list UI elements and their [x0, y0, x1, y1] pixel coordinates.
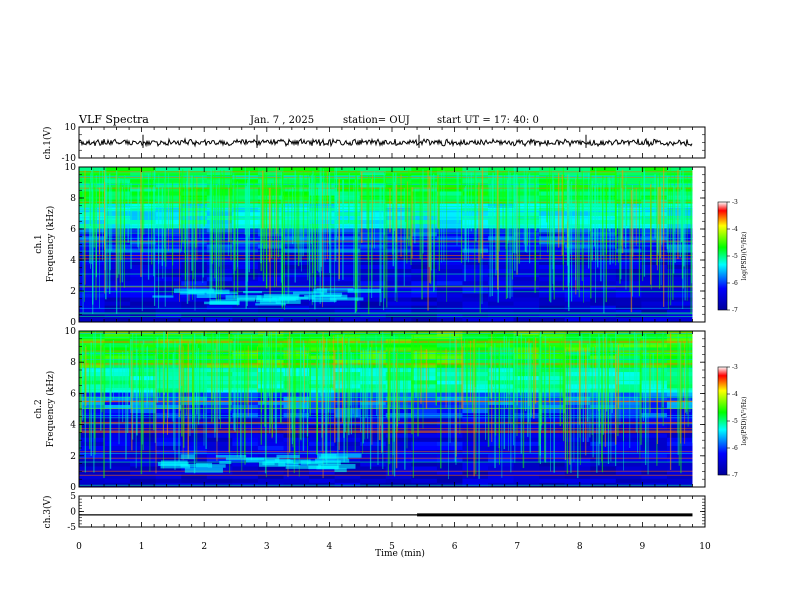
x-tick-label: 6	[452, 542, 458, 552]
ch2-spectrogram-ytick: 6	[70, 389, 76, 399]
ch2-spectrogram-ytick: 8	[70, 358, 76, 368]
ch2-spectrogram-ytick: 4	[70, 421, 76, 431]
date-label: Jan. 7 , 2025	[249, 115, 314, 126]
x-tick-label: 10	[699, 542, 711, 552]
x-tick-label: 4	[327, 542, 333, 552]
colorbar-tick: -6	[732, 280, 738, 287]
ch1-waveform-ytick: -10	[62, 154, 77, 164]
x-tick-label: 5	[389, 542, 395, 552]
ch1-colorbar: -3 -4 -5 -6 -7 log(PSD)(V²/Hz)	[717, 199, 748, 314]
ch2-spectrogram-ytick: 2	[70, 452, 76, 462]
ch1-spectrogram-ytick: 8	[70, 194, 76, 204]
x-tick-label: 0	[76, 542, 82, 552]
ch1-spectrogram-ylabel: ch.1 Frequency (kHz)	[34, 206, 56, 283]
x-tick-label: 3	[264, 542, 270, 552]
ch1-spectrogram-ytick: 4	[70, 256, 76, 266]
figure-title: VLF Spectra	[78, 113, 149, 126]
station-label: station= OUJ	[343, 115, 410, 126]
ch1-waveform-ytick: 10	[65, 123, 77, 133]
ch1-spectrogram-ytick: 2	[70, 287, 76, 297]
start-time-label: start UT = 17: 40: 0	[437, 115, 539, 126]
colorbar-tick: -7	[732, 307, 738, 314]
ch1-spectrogram-ytick: 6	[70, 225, 76, 235]
x-axis-label: Time (min)	[375, 548, 425, 559]
ch3-waveform-ytick: -5	[67, 523, 76, 533]
svg-text:Frequency (kHz): Frequency (kHz)	[45, 206, 56, 283]
colorbar-tick: -4	[732, 226, 738, 233]
svg-text:ch.1: ch.1	[34, 234, 44, 253]
x-tick-label: 8	[577, 542, 583, 552]
ch2-spectrogram-ylabel: ch.2 Frequency (kHz)	[34, 371, 56, 448]
ch2-spectrogram-ytick: 10	[65, 327, 77, 337]
x-tick-label: 2	[201, 542, 207, 552]
colorbar-tick: -4	[732, 391, 738, 398]
colorbar-tick: -3	[732, 364, 738, 371]
colorbar-label: log(PSD)(V²/Hz)	[741, 397, 748, 446]
ch1-spectrogram-ytick: 10	[65, 163, 77, 173]
svg-text:ch.2: ch.2	[34, 399, 44, 418]
colorbar-label: log(PSD)(V²/Hz)	[741, 232, 748, 281]
ch3-waveform-ytick: 0	[70, 508, 76, 518]
ch1-waveform-ylabel: ch.1(V)	[42, 127, 53, 160]
ch2-spectrogram-ytick: 0	[70, 483, 76, 493]
colorbar-tick: -7	[732, 472, 738, 479]
ch3-waveform-ylabel: ch.3(V)	[42, 496, 53, 529]
ch1-spectrogram	[79, 167, 705, 322]
ch2-spectrogram	[79, 331, 705, 487]
ch1-waveform-trace	[78, 134, 693, 148]
ch3-waveform-ytick: 5	[70, 492, 76, 502]
ch2-colorbar: -3 -4 -5 -6 -7 log(PSD)(V²/Hz)	[717, 364, 748, 479]
x-tick-label: 7	[514, 542, 520, 552]
colorbar-tick: -5	[732, 418, 738, 425]
colorbar-tick: -6	[732, 445, 738, 452]
x-tick-label: 9	[640, 542, 646, 552]
ch1-spectrogram-ytick: 0	[70, 318, 76, 328]
x-tick-label: 1	[139, 542, 145, 552]
colorbar-tick: -5	[732, 253, 738, 260]
colorbar-tick: -3	[732, 199, 738, 206]
svg-text:Frequency (kHz): Frequency (kHz)	[45, 371, 56, 448]
